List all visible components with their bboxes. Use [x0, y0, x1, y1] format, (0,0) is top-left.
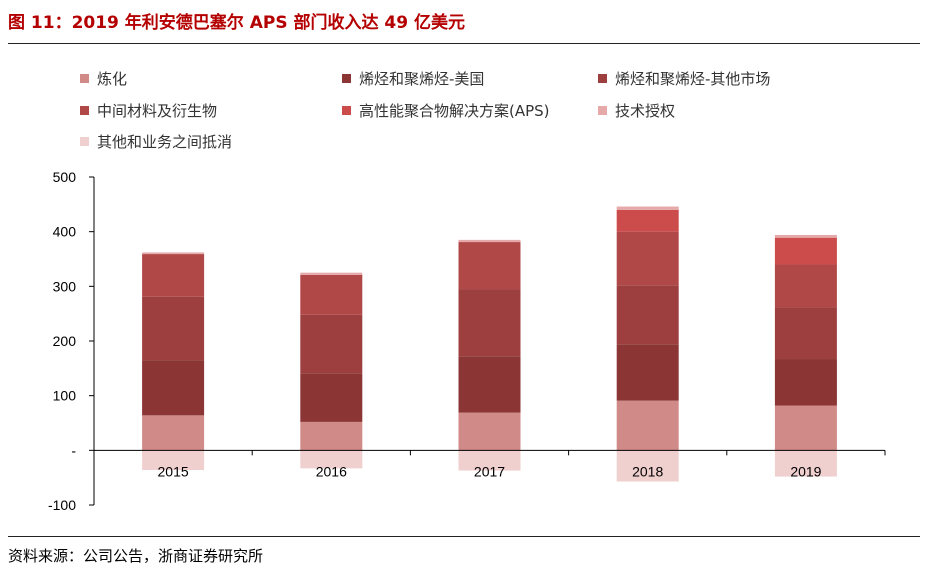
y-tick-label: 400	[53, 224, 77, 240]
bar-segment	[616, 209, 679, 232]
bar-segment	[458, 239, 521, 243]
bar-segment	[616, 400, 679, 451]
bar-segment	[616, 206, 679, 210]
x-tick-label: 2019	[790, 463, 821, 479]
bar-segment	[458, 356, 521, 413]
legend-swatch	[342, 106, 351, 115]
legend-label: 炼化	[97, 70, 128, 88]
legend-item: 技术授权	[598, 100, 675, 121]
legend-swatch	[80, 106, 89, 115]
legend-swatch	[80, 74, 89, 83]
bar-segment	[300, 314, 363, 374]
legend-label: 烯烃和聚烯烃-其他市场	[615, 70, 771, 88]
legend-item: 其他和业务之间抵消	[80, 131, 232, 152]
bar-segment	[142, 252, 205, 255]
bar-segment	[616, 344, 679, 401]
bar-segment	[142, 415, 205, 451]
bar-segment	[774, 450, 837, 477]
y-tick-label: -100	[48, 497, 76, 513]
bar-segment	[616, 285, 679, 345]
bar-segment	[774, 237, 837, 265]
source-note: 资料来源：公司公告，浙商证券研究所	[8, 547, 264, 565]
stacked-bar-chart: 2015 2016 2017 2018 2019 500 400 300 200 100 - -100	[48, 169, 886, 513]
y-tick-label: 200	[53, 333, 77, 349]
bar-segment	[300, 373, 363, 422]
figure-title: 图 11：2019 年利安德巴塞尔 APS 部门收入达 49 亿美元	[8, 13, 465, 33]
legend-label: 技术授权	[615, 102, 676, 120]
bar-segment	[142, 360, 205, 416]
bar-segment	[616, 450, 679, 482]
top-rule	[8, 43, 920, 44]
legend-label: 高性能聚合物解决方案(APS)	[359, 102, 550, 120]
x-tick-label: 2016	[316, 463, 347, 479]
legend-swatch	[598, 74, 607, 83]
bar-segment	[300, 421, 363, 451]
y-tick-label: 100	[53, 388, 77, 404]
bars-layer	[142, 206, 837, 482]
legend-item: 炼化	[80, 68, 127, 89]
legend-item: 烯烃和聚烯烃-美国	[342, 68, 484, 89]
legend-swatch	[80, 137, 89, 146]
bar-segment	[142, 296, 205, 361]
bar-segment	[774, 234, 837, 238]
bar-segment	[458, 412, 521, 451]
legend-label: 中间材料及衍生物	[97, 102, 218, 120]
bar-segment	[774, 264, 837, 308]
bar-segment	[774, 359, 837, 406]
bar-segment	[616, 231, 679, 286]
bar-segment	[458, 450, 521, 471]
bar-segment	[774, 307, 837, 360]
bar-segment	[142, 450, 205, 471]
y-tick-label: 300	[53, 278, 77, 294]
legend-swatch	[598, 106, 607, 115]
legend-swatch	[342, 74, 351, 83]
legend-item: 中间材料及衍生物	[80, 100, 217, 121]
bottom-rule	[8, 536, 920, 537]
axis-layer: 2015 2016 2017 2018 2019 500 400 300 200 100 - -100	[48, 169, 886, 513]
y-tick-label: 500	[53, 169, 77, 185]
x-tick-label: 2015	[158, 463, 189, 479]
legend-item: 高性能聚合物解决方案(APS)	[342, 100, 550, 121]
bar-segment	[774, 405, 837, 451]
legend-item: 烯烃和聚烯烃-其他市场	[598, 68, 770, 89]
x-tick-label: 2018	[632, 463, 663, 479]
bar-segment	[142, 254, 205, 297]
legend-label: 烯烃和聚烯烃-美国	[359, 70, 485, 88]
y-tick-label: -	[71, 442, 76, 458]
legend-label: 其他和业务之间抵消	[97, 133, 233, 151]
bar-segment	[300, 450, 363, 469]
bar-segment	[458, 289, 521, 357]
bar-segment	[300, 274, 363, 315]
bar-segment	[458, 242, 521, 290]
bar-segment	[300, 272, 363, 275]
x-tick-label: 2017	[474, 463, 505, 479]
